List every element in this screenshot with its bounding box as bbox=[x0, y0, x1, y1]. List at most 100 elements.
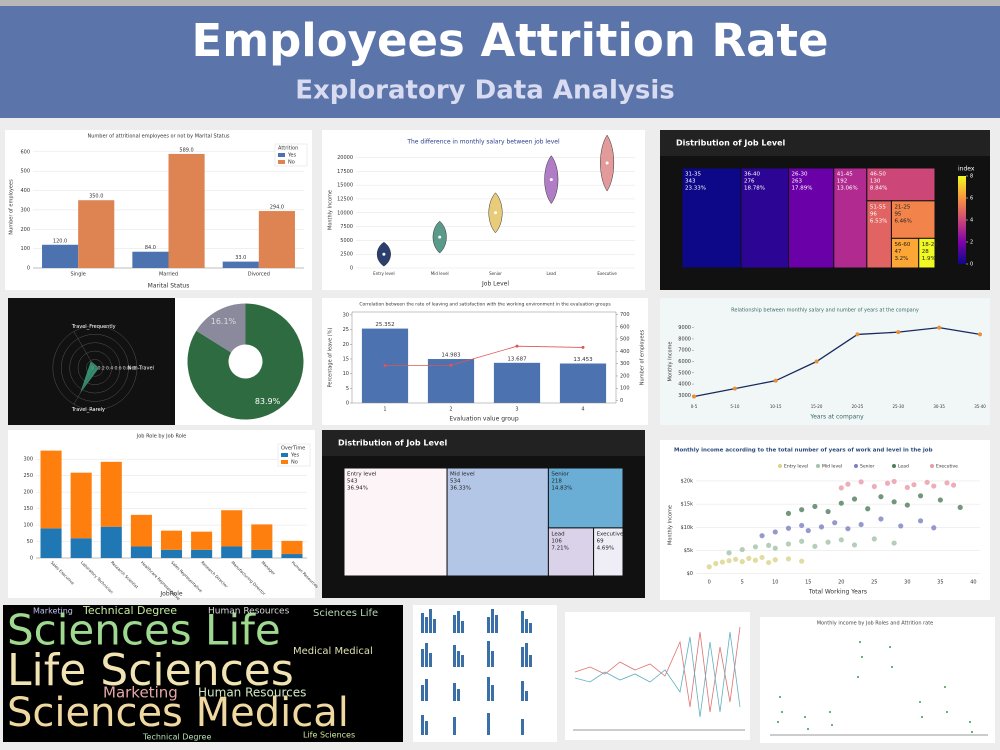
cell-percent: 36.94% bbox=[347, 486, 368, 492]
y-tick-label: 0 bbox=[30, 556, 33, 562]
point bbox=[759, 554, 765, 561]
median-marker bbox=[549, 178, 553, 182]
colorbar-tick-label: 6 bbox=[970, 196, 973, 202]
bar bbox=[493, 362, 541, 403]
x-tick-label: Married bbox=[159, 272, 178, 278]
point bbox=[785, 556, 792, 562]
word: Technical Degree bbox=[82, 604, 177, 617]
histogram-thumbnail bbox=[413, 605, 557, 742]
title-band bbox=[660, 130, 990, 156]
point bbox=[871, 483, 877, 490]
cell-percent: 18.78% bbox=[744, 186, 765, 192]
point bbox=[838, 485, 844, 491]
chart-panel: Relationship between monthly salary and … bbox=[660, 298, 990, 425]
panel-bg bbox=[660, 298, 990, 425]
point bbox=[931, 525, 937, 531]
legend-label: Senior bbox=[860, 464, 874, 470]
title-band bbox=[322, 430, 645, 456]
bar-segment bbox=[191, 531, 213, 550]
y-tick-label: 50 bbox=[27, 539, 33, 545]
y-axis-label: Monthly Income bbox=[668, 505, 674, 545]
bar-segment bbox=[70, 538, 92, 558]
chart-panel: Monthly income according to the total nu… bbox=[660, 440, 990, 600]
line-point bbox=[515, 344, 519, 348]
line-point bbox=[937, 325, 942, 330]
word: Technical Degree bbox=[142, 733, 211, 742]
cell-percent: 13.06% bbox=[837, 186, 858, 192]
point bbox=[766, 542, 772, 548]
bar-segment bbox=[70, 472, 92, 539]
chart-panel: Job Role by Job Role050100150200250300Sa… bbox=[8, 430, 320, 601]
x-tick-label: 3 bbox=[515, 407, 518, 413]
cell-value: 28 bbox=[922, 249, 929, 255]
cell-label: Lead bbox=[551, 531, 564, 537]
x-tick-label: 20 bbox=[838, 580, 844, 586]
point bbox=[924, 479, 930, 485]
thumbnail-dots bbox=[777, 641, 973, 733]
cell-value: 130 bbox=[870, 179, 881, 185]
point bbox=[931, 483, 937, 489]
point bbox=[825, 539, 831, 545]
cell-value: 106 bbox=[551, 538, 562, 544]
point bbox=[917, 493, 924, 499]
legend-swatch bbox=[930, 464, 934, 468]
legend-label: Executive bbox=[936, 464, 958, 470]
category-label: Travel_Frequently bbox=[71, 324, 116, 330]
x-tick-label: 2 bbox=[449, 407, 452, 413]
y-axis-label: Number of employees bbox=[9, 179, 15, 235]
x-axis-label: Job Level bbox=[481, 281, 509, 288]
x-tick-label: 0-5 bbox=[691, 404, 698, 409]
strip-thumbnail: Monthly income by Job Roles and Attritio… bbox=[760, 617, 995, 743]
x-tick-label: 15 bbox=[805, 580, 811, 586]
y-tick-label: 8000 bbox=[678, 336, 691, 342]
legend-label: Yes bbox=[290, 453, 299, 459]
legend-swatch bbox=[778, 464, 782, 468]
y-tick-label: 100 bbox=[620, 386, 630, 392]
y-tick-label: 9000 bbox=[678, 325, 691, 331]
point bbox=[752, 544, 759, 550]
bar-segment bbox=[160, 530, 183, 550]
treemap-cell bbox=[918, 237, 936, 269]
y-tick-label: 200 bbox=[620, 373, 630, 379]
cell-label: Senior bbox=[551, 472, 569, 478]
point bbox=[865, 506, 871, 512]
y-axis-label: Percentage of leave (%) bbox=[328, 327, 334, 387]
x-tick-label: Mid level bbox=[431, 271, 449, 276]
line-thumbnail bbox=[565, 612, 750, 740]
point bbox=[772, 529, 778, 535]
x-tick-label: 4 bbox=[581, 407, 584, 413]
y-tick-label: 25 bbox=[343, 327, 349, 333]
treemap-cell bbox=[446, 467, 549, 577]
data-label: 589.0 bbox=[179, 147, 193, 153]
cell-label: Executive bbox=[597, 531, 624, 537]
point bbox=[858, 479, 864, 485]
median-marker bbox=[438, 235, 442, 239]
y-tick-label: 600 bbox=[620, 324, 630, 330]
cell-label: 36-40 bbox=[744, 172, 760, 178]
y-tick-label: $0 bbox=[687, 571, 693, 577]
x-tick-label: Executive bbox=[597, 271, 617, 276]
point bbox=[891, 540, 897, 546]
cell-value: 543 bbox=[347, 479, 358, 485]
bar-segment bbox=[40, 450, 62, 529]
point bbox=[812, 543, 818, 549]
y-tick-label: 10 bbox=[343, 371, 349, 377]
legend-label: Entry level bbox=[784, 464, 808, 470]
cell-value: 218 bbox=[551, 479, 562, 485]
x-axis-label: Years at company bbox=[809, 414, 864, 421]
chart-title: Job Role by Job Role bbox=[136, 434, 186, 440]
slice-label: 83.9% bbox=[255, 397, 281, 406]
bar-segment bbox=[221, 510, 243, 547]
top-border bbox=[0, 0, 1000, 6]
cell-value: 69 bbox=[597, 538, 604, 544]
legend-swatch bbox=[892, 464, 896, 468]
cell-label: Mid level bbox=[450, 472, 475, 478]
panel-bg bbox=[3, 605, 403, 742]
point bbox=[739, 559, 745, 565]
point bbox=[878, 516, 884, 522]
y-tick-label: 400 bbox=[620, 349, 630, 355]
cell-value: 95 bbox=[894, 211, 901, 217]
treemap-cell bbox=[788, 167, 835, 269]
x-axis-label: Evaluation value group bbox=[449, 416, 518, 423]
